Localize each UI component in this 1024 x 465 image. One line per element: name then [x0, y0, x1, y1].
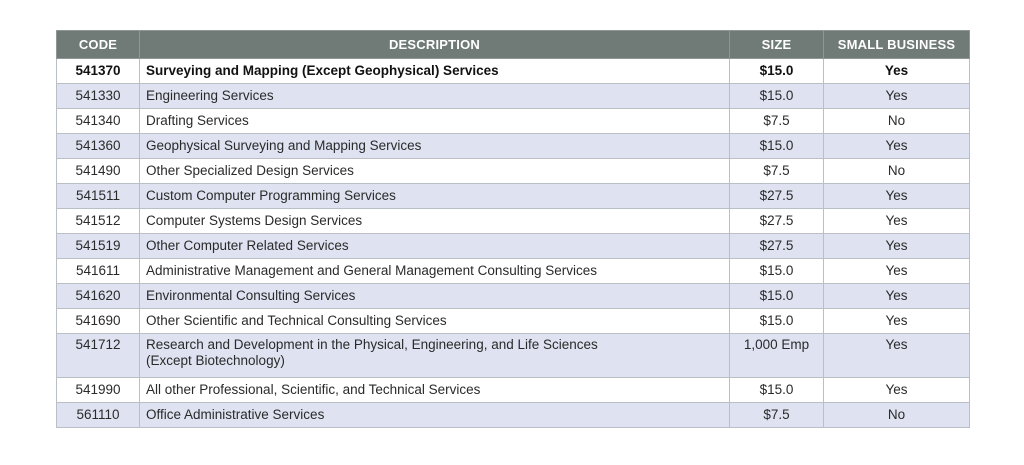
row-small-business: Yes [823, 377, 970, 403]
row-size: $7.5 [729, 402, 824, 428]
row-description: Geophysical Surveying and Mapping Servic… [139, 133, 730, 159]
row-size: $15.0 [729, 258, 824, 284]
row-size: 1,000 Emp [729, 333, 824, 378]
row-description-line-1: Research and Development in the Physical… [146, 337, 598, 352]
row-description: Engineering Services [139, 83, 730, 109]
row-small-business: Yes [823, 58, 970, 84]
table-row: 541490 Other Specialized Design Services… [56, 158, 970, 184]
row-small-business: Yes [823, 283, 970, 309]
row-small-business: Yes [823, 208, 970, 234]
table-row: 541330 Engineering Services $15.0 Yes [56, 83, 970, 109]
row-small-business: Yes [823, 333, 970, 378]
column-header-code: CODE [56, 30, 140, 59]
row-size: $7.5 [729, 158, 824, 184]
table-row: 541370 Surveying and Mapping (Except Geo… [56, 58, 970, 84]
row-code: 541519 [56, 233, 140, 259]
row-code: 541370 [56, 58, 140, 84]
row-description: Drafting Services [139, 108, 730, 134]
row-small-business: Yes [823, 258, 970, 284]
table-row: 541360 Geophysical Surveying and Mapping… [56, 133, 970, 159]
row-description: Research and Development in the Physical… [139, 333, 730, 378]
table-row: 541511 Custom Computer Programming Servi… [56, 183, 970, 209]
row-size: $7.5 [729, 108, 824, 134]
naics-table-container: CODE DESCRIPTION SIZE SMALL BUSINESS 541… [56, 30, 970, 428]
column-header-small-business: SMALL BUSINESS [823, 30, 970, 59]
row-description: Computer Systems Design Services [139, 208, 730, 234]
row-size: $15.0 [729, 83, 824, 109]
row-small-business: Yes [823, 133, 970, 159]
row-small-business: No [823, 108, 970, 134]
row-description-line-2: (Except Biotechnology) [146, 353, 285, 368]
row-small-business: Yes [823, 308, 970, 334]
table-row: 561110 Office Administrative Services $7… [56, 402, 970, 428]
row-size: $27.5 [729, 208, 824, 234]
row-description: Office Administrative Services [139, 402, 730, 428]
row-description: Environmental Consulting Services [139, 283, 730, 309]
row-code: 541620 [56, 283, 140, 309]
row-description: Administrative Management and General Ma… [139, 258, 730, 284]
row-size: $15.0 [729, 58, 824, 84]
column-header-size: SIZE [729, 30, 824, 59]
row-description: All other Professional, Scientific, and … [139, 377, 730, 403]
row-size: $15.0 [729, 377, 824, 403]
row-description: Other Specialized Design Services [139, 158, 730, 184]
row-code: 541490 [56, 158, 140, 184]
row-small-business: Yes [823, 233, 970, 259]
row-small-business: No [823, 158, 970, 184]
row-description: Surveying and Mapping (Except Geophysica… [139, 58, 730, 84]
row-code: 541712 [56, 333, 140, 378]
row-code: 541511 [56, 183, 140, 209]
row-size: $15.0 [729, 283, 824, 309]
row-code: 541990 [56, 377, 140, 403]
row-description: Other Scientific and Technical Consultin… [139, 308, 730, 334]
table-row: 541512 Computer Systems Design Services … [56, 208, 970, 234]
row-size: $27.5 [729, 183, 824, 209]
table-row: 541340 Drafting Services $7.5 No [56, 108, 970, 134]
row-description: Other Computer Related Services [139, 233, 730, 259]
table-row: 541690 Other Scientific and Technical Co… [56, 308, 970, 334]
row-size: $15.0 [729, 308, 824, 334]
row-code: 541512 [56, 208, 140, 234]
table-row: 541519 Other Computer Related Services $… [56, 233, 970, 259]
row-code: 561110 [56, 402, 140, 428]
row-size: $15.0 [729, 133, 824, 159]
row-code: 541611 [56, 258, 140, 284]
row-description: Custom Computer Programming Services [139, 183, 730, 209]
row-small-business: Yes [823, 183, 970, 209]
table-row: 541620 Environmental Consulting Services… [56, 283, 970, 309]
row-size: $27.5 [729, 233, 824, 259]
row-code: 541690 [56, 308, 140, 334]
table-row: 541712 Research and Development in the P… [56, 333, 970, 378]
table-row: 541990 All other Professional, Scientifi… [56, 377, 970, 403]
column-header-description: DESCRIPTION [139, 30, 730, 59]
row-small-business: No [823, 402, 970, 428]
naics-size-standards-table: CODE DESCRIPTION SIZE SMALL BUSINESS 541… [56, 30, 970, 428]
table-row: 541611 Administrative Management and Gen… [56, 258, 970, 284]
row-code: 541330 [56, 83, 140, 109]
row-code: 541360 [56, 133, 140, 159]
row-small-business: Yes [823, 83, 970, 109]
table-header-row: CODE DESCRIPTION SIZE SMALL BUSINESS [56, 30, 970, 59]
row-code: 541340 [56, 108, 140, 134]
